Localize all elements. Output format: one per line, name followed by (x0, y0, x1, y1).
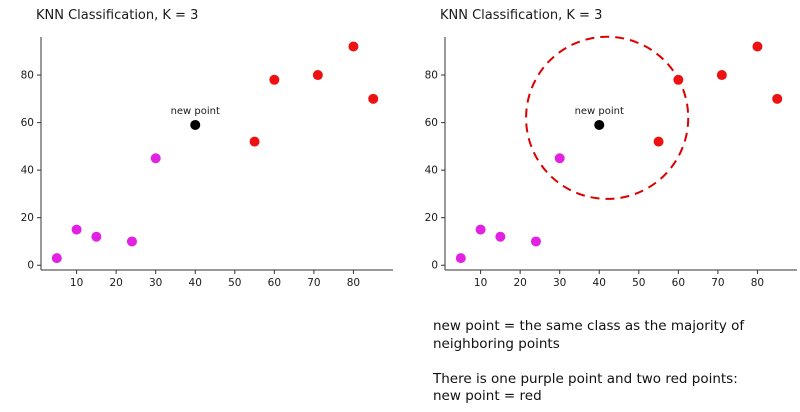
scatter-plot-left: 10 20 30 40 50 60 70 80 0 20 40 60 80 new point (21, 37, 393, 289)
data-point-red-class (368, 93, 379, 104)
y-tick-label: 20 (21, 212, 34, 224)
x-tick-label: 40 (189, 277, 202, 289)
scatter-plot-right: 10 20 30 40 50 60 70 80 0 20 40 60 80 new point (425, 35, 797, 289)
y-tick-label: 60 (425, 117, 438, 129)
data-point-purple-class (455, 253, 466, 264)
x-tick-label: 40 (593, 277, 606, 289)
data-point-purple-class (475, 224, 486, 235)
x-tick-label: 80 (751, 277, 764, 289)
y-tick-label: 60 (21, 117, 34, 129)
data-point-purple-class (530, 236, 541, 247)
x-tick-label: 50 (228, 277, 241, 289)
chart-title-left: KNN Classification, K = 3 (36, 8, 199, 23)
data-point-purple-class (554, 153, 565, 164)
data-point-red-class (348, 41, 359, 52)
data-point-new-point (594, 119, 605, 130)
chart-title-right: KNN Classification, K = 3 (440, 8, 603, 23)
data-point-purple-class (71, 224, 82, 235)
y-tick-label: 0 (431, 260, 438, 272)
x-tick-label: 70 (711, 277, 724, 289)
x-tick-label: 60 (268, 277, 281, 289)
data-point-red-class (752, 41, 763, 52)
data-point-purple-class (495, 231, 506, 242)
y-tick-label: 40 (425, 165, 438, 177)
x-tick-label: 80 (347, 277, 360, 289)
explanation-text: new point = the same class as the majori… (433, 318, 785, 412)
data-point-purple-class (150, 153, 161, 164)
new-point-label: new point (171, 106, 220, 117)
data-point-red-class (312, 70, 323, 81)
data-point-new-point (190, 119, 201, 130)
y-tick-label: 20 (425, 212, 438, 224)
data-point-red-class (653, 136, 664, 147)
caption-majority-rule: new point = the same class as the majori… (433, 318, 745, 352)
data-point-purple-class (91, 231, 102, 242)
x-tick-label: 20 (109, 277, 122, 289)
data-point-red-class (269, 74, 280, 85)
caption-result: There is one purple point and two red po… (433, 370, 738, 405)
x-tick-label: 10 (474, 277, 487, 289)
neighborhood-circle (525, 35, 690, 200)
y-tick-label: 0 (27, 260, 34, 272)
data-point-red-class (716, 70, 727, 81)
data-point-red-class (249, 136, 260, 147)
x-tick-label: 60 (672, 277, 685, 289)
x-tick-label: 30 (149, 277, 162, 289)
data-point-red-class (772, 93, 783, 104)
x-tick-label: 70 (307, 277, 320, 289)
x-tick-label: 20 (513, 277, 526, 289)
new-point-label: new point (575, 106, 624, 117)
data-point-red-class (673, 74, 684, 85)
y-tick-label: 80 (21, 70, 34, 82)
knn-chart-right: KNN Classification, K = 3 10 20 30 40 50 60 70… (412, 4, 800, 304)
x-tick-label: 30 (553, 277, 566, 289)
y-tick-label: 80 (425, 70, 438, 82)
knn-chart-left: KNN Classification, K = 3 10 20 30 40 50 60 70… (8, 4, 400, 304)
data-point-purple-class (126, 236, 137, 247)
x-tick-label: 10 (70, 277, 83, 289)
y-tick-label: 40 (21, 165, 34, 177)
data-point-purple-class (51, 253, 62, 264)
x-tick-label: 50 (632, 277, 645, 289)
